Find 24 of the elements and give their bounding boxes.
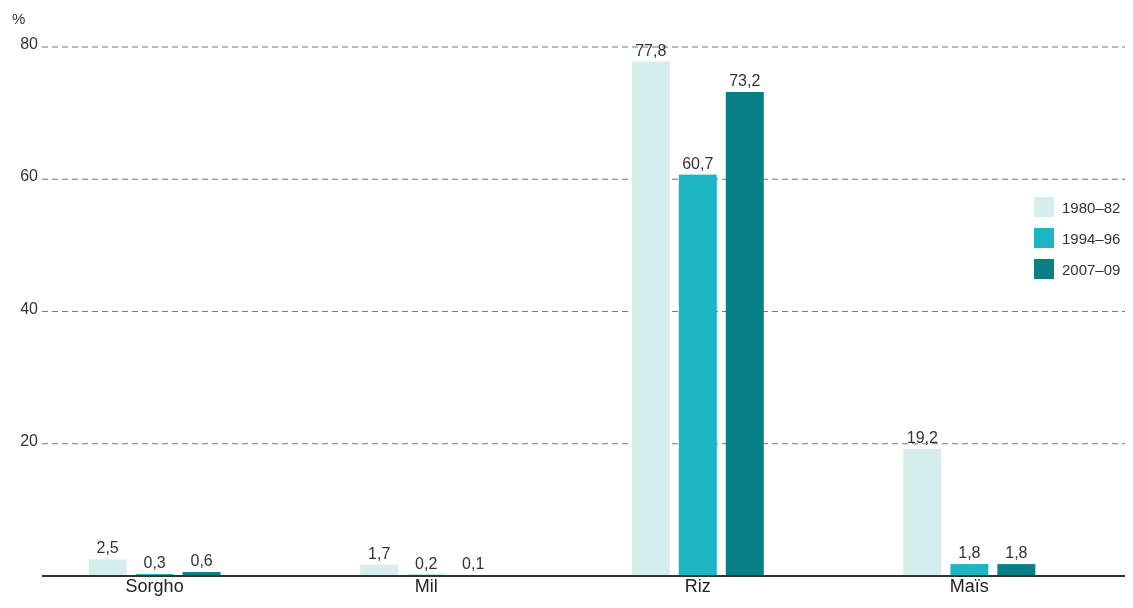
data-label: 1,8 xyxy=(958,544,981,562)
data-label: 1,8 xyxy=(1005,544,1028,562)
data-label: 73,2 xyxy=(729,71,761,89)
data-label: 0,3 xyxy=(143,554,166,572)
data-label: 0,1 xyxy=(462,555,485,573)
y-axis-title: % xyxy=(12,10,26,27)
data-label: 2,5 xyxy=(96,539,119,557)
x-tick-label: Riz xyxy=(684,576,711,596)
x-tick-label: Sorgho xyxy=(125,576,184,596)
data-label: 0,6 xyxy=(190,552,213,570)
legend-label: 1980–82 xyxy=(1062,199,1121,216)
legend-label: 2007–09 xyxy=(1062,261,1121,278)
y-tick-label: 80 xyxy=(20,35,39,52)
legend-label: 1994–96 xyxy=(1062,230,1121,247)
data-label: 0,2 xyxy=(415,554,438,572)
data-label: 60,7 xyxy=(682,154,714,172)
data-label: 19,2 xyxy=(906,429,939,447)
data-label: 77,8 xyxy=(635,41,667,59)
y-tick-label: 40 xyxy=(20,299,39,317)
x-tick-label: Mil xyxy=(414,576,438,596)
x-tick-label: Maïs xyxy=(949,576,989,596)
y-tick-label: 60 xyxy=(20,167,39,185)
y-tick-label: 20 xyxy=(20,431,39,449)
data-label: 1,7 xyxy=(368,544,391,562)
